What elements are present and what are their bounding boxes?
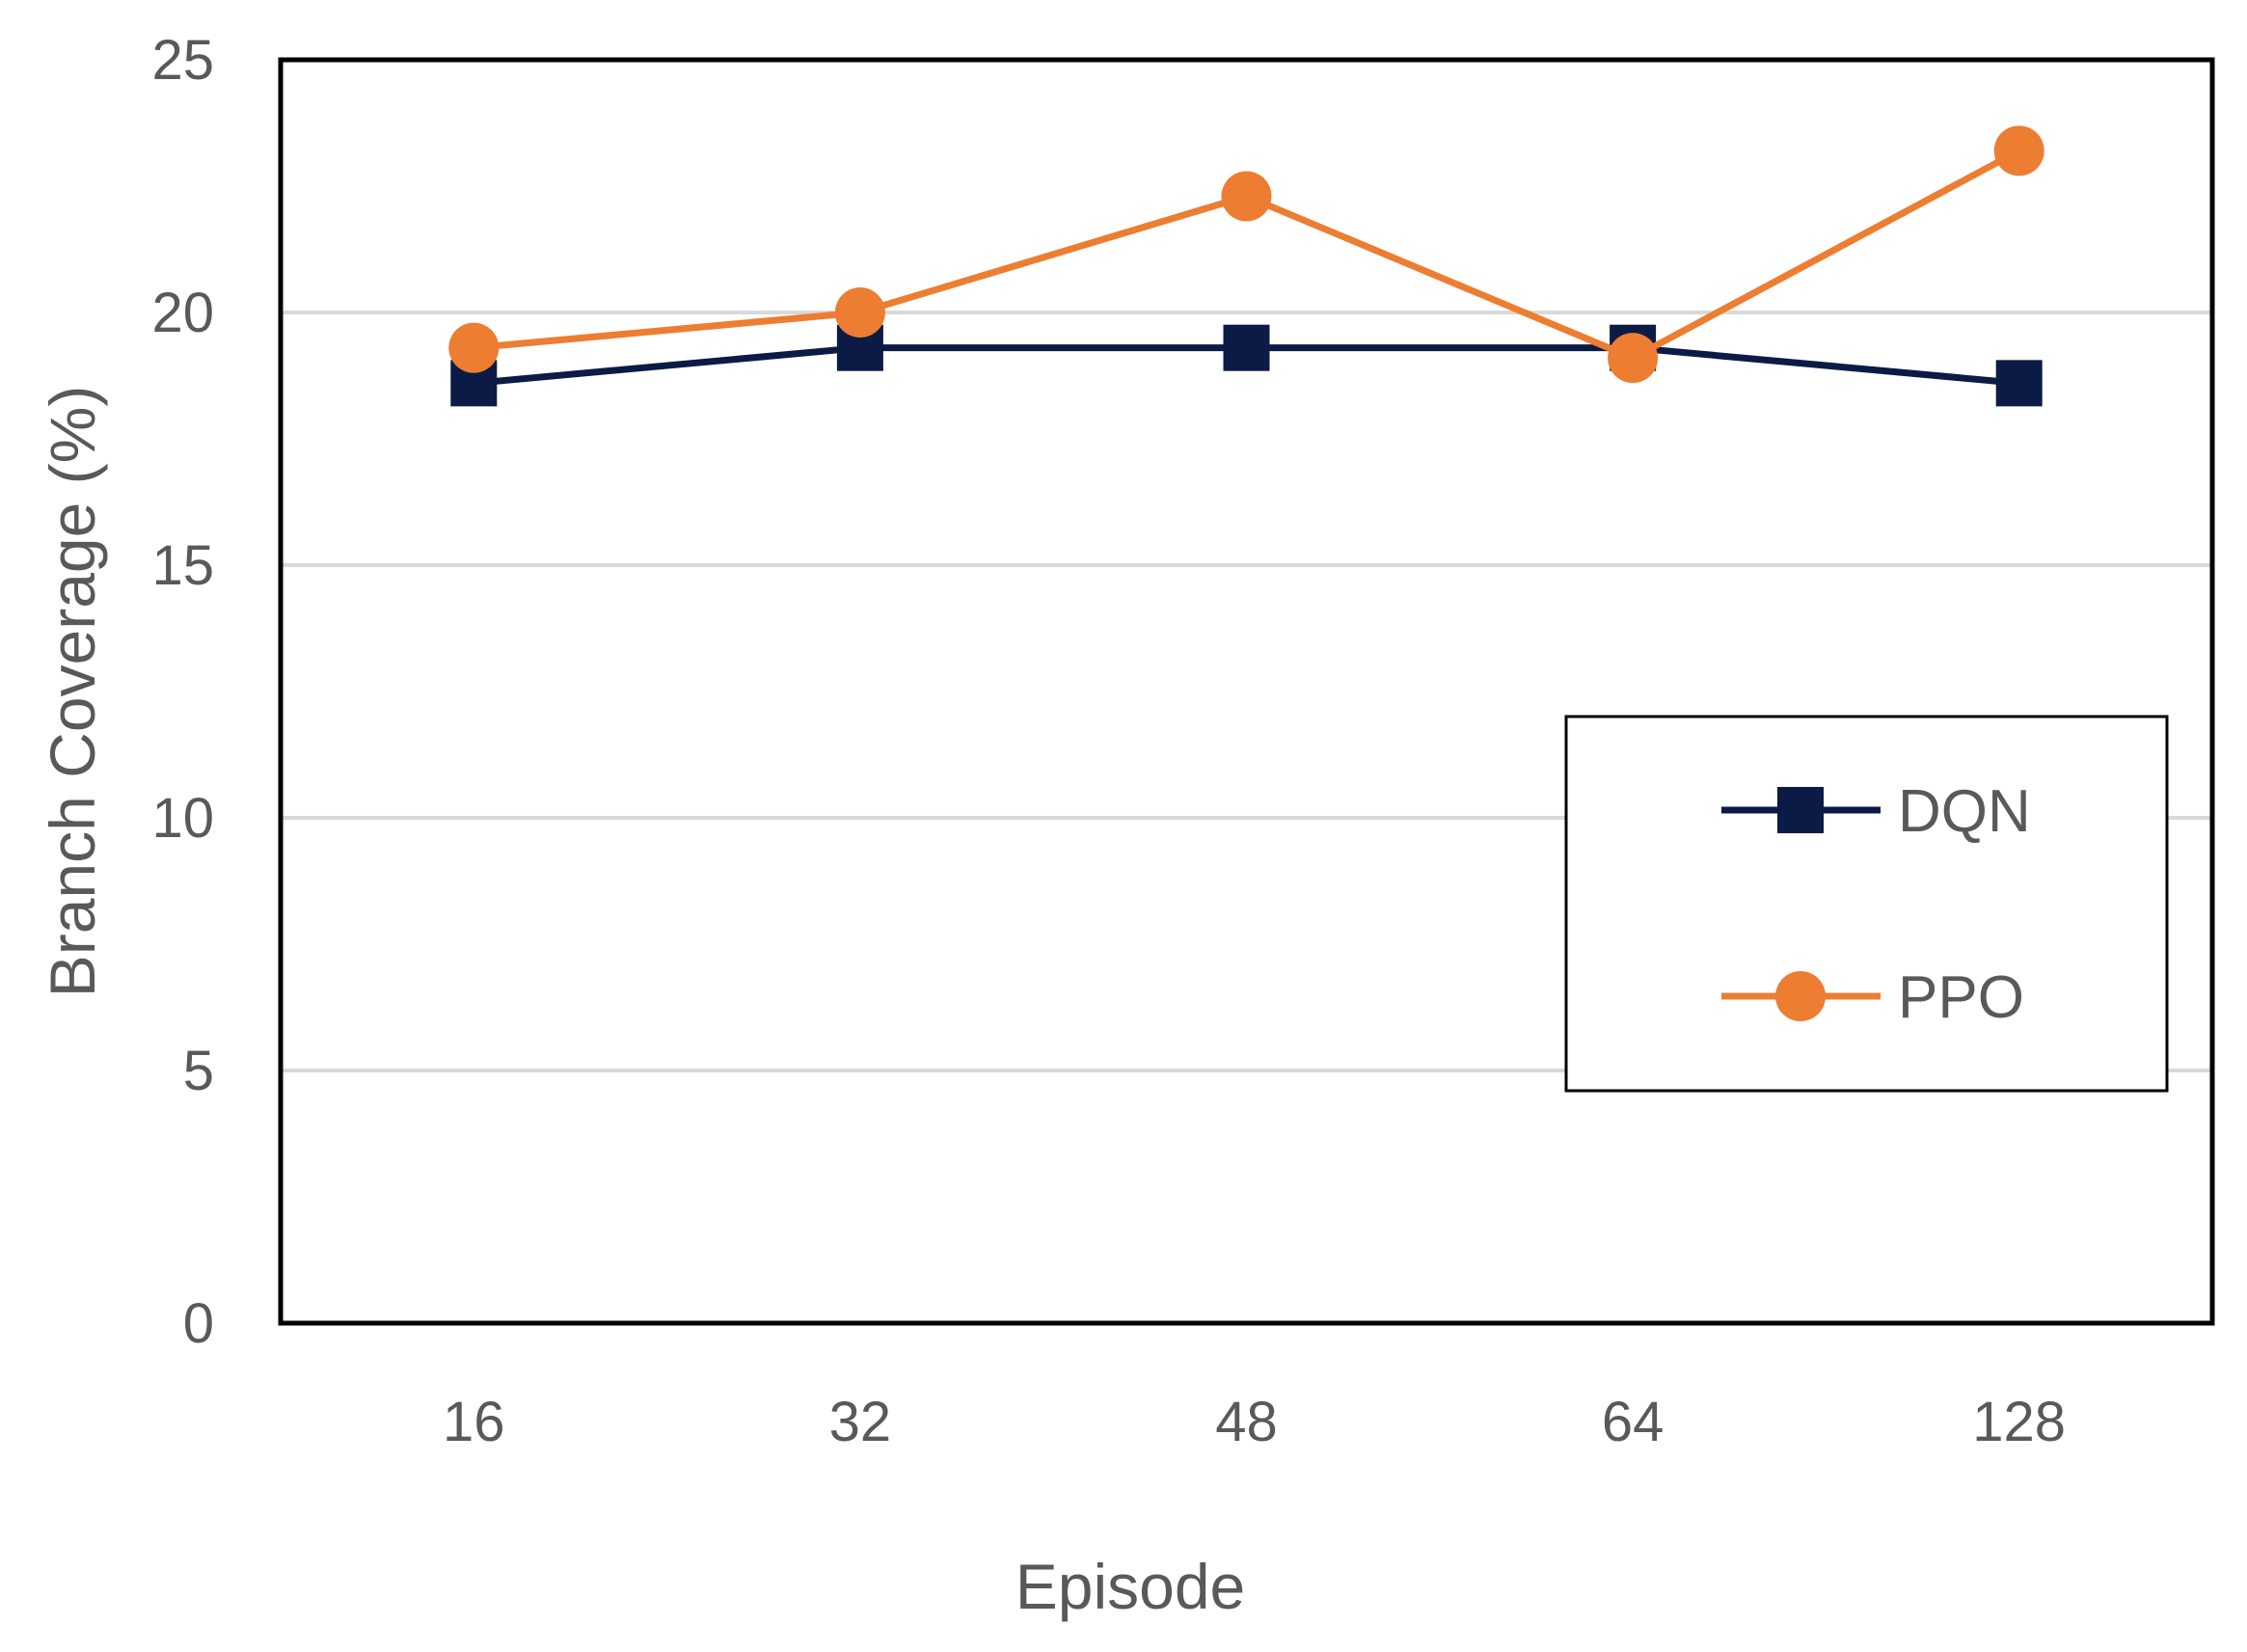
y-axis-title: Branch Coverage (%): [37, 386, 108, 998]
x-tick-label: 48: [1215, 1391, 1278, 1453]
series-layer: [448, 125, 2044, 407]
x-tick-label: 16: [443, 1391, 505, 1453]
legend-marker-ppo: [1775, 971, 1826, 1021]
legend: DQN PPO: [1564, 715, 2169, 1093]
data-point-ppo: [1221, 171, 1272, 222]
legend-label-dqn: DQN: [1898, 778, 2031, 845]
y-axis-ticks: 0 5 10 15 20 25: [151, 29, 214, 1355]
data-point-ppo: [834, 287, 885, 338]
y-tick-label: 20: [151, 282, 214, 344]
plot-area-frame: [278, 57, 2215, 1326]
x-tick-label: 128: [1972, 1391, 2066, 1453]
x-tick-label: 32: [829, 1391, 892, 1453]
legend-entries: DQN PPO: [1721, 778, 2031, 1031]
data-point-ppo: [448, 322, 500, 373]
y-tick-label: 0: [183, 1292, 214, 1355]
data-point-dqn: [1223, 324, 1270, 371]
data-point-ppo: [1608, 333, 1659, 384]
data-point-ppo: [1993, 125, 2044, 176]
legend-label-ppo: PPO: [1898, 964, 2024, 1031]
data-point-dqn: [1995, 360, 2043, 407]
y-tick-label: 10: [151, 787, 214, 850]
y-tick-label: 25: [151, 29, 214, 92]
y-tick-label: 15: [151, 534, 214, 597]
y-tick-label: 5: [183, 1040, 214, 1102]
legend-marker-dqn: [1777, 787, 1824, 833]
x-axis-ticks: 16 32 48 64 128: [443, 1391, 2066, 1453]
x-axis-title: Episode: [1015, 1551, 1246, 1622]
legend-box: [1564, 715, 2169, 1093]
x-tick-label: 64: [1602, 1391, 1665, 1453]
